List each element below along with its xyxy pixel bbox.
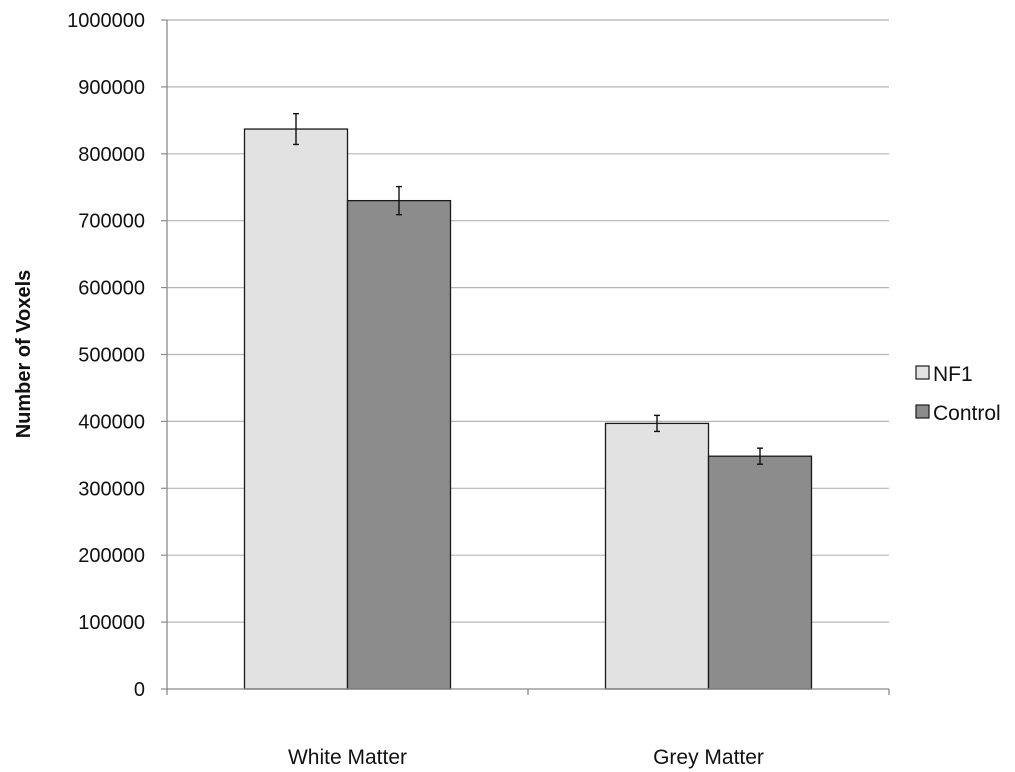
y-tick-label: 700000 <box>78 211 145 233</box>
bar-control-0 <box>346 199 452 690</box>
y-tick-label: 500000 <box>78 345 145 367</box>
axes <box>166 20 890 695</box>
y-tick-labels: 0 100000 200000 300000 400000 500000 600000 700… <box>67 10 145 701</box>
legend-swatch-control <box>915 404 930 419</box>
legend-label-nf1: NF1 <box>933 363 973 386</box>
y-tick-label: 100000 <box>78 612 145 634</box>
y-tick-label: 800000 <box>78 144 145 166</box>
x-category-labels: White Matter Grey Matter <box>288 746 764 769</box>
bar-nf1-0 <box>243 128 349 690</box>
y-tick-label: 300000 <box>78 478 145 500</box>
y-tick-label: 600000 <box>78 278 145 300</box>
error-bars <box>293 112 763 465</box>
legend-swatch-nf1 <box>915 365 930 380</box>
bar-nf1-1 <box>604 422 710 690</box>
y-tick-label: 0 <box>134 679 145 701</box>
bars <box>243 128 813 690</box>
legend-label-control: Control <box>933 402 1001 425</box>
y-tick-label: 900000 <box>78 77 145 99</box>
y-tick-label: 200000 <box>78 545 145 567</box>
bar-control-1 <box>707 455 813 690</box>
x-category-label: Grey Matter <box>653 746 764 769</box>
x-category-label: White Matter <box>288 746 407 769</box>
legend: NF1 Control <box>915 363 1001 425</box>
y-tick-label: 1000000 <box>67 10 145 32</box>
y-axis-title: Number of Voxels <box>13 270 35 439</box>
y-tick-label: 400000 <box>78 411 145 433</box>
